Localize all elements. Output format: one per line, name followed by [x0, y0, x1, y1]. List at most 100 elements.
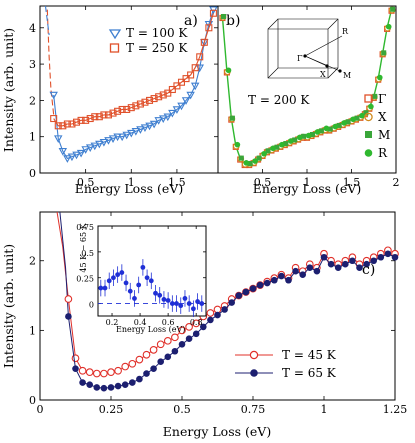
data-point — [113, 133, 122, 142]
data-point — [192, 319, 201, 328]
data-point — [363, 260, 370, 268]
inset-data-point — [182, 296, 188, 301]
y-tick-label: 4 — [29, 22, 36, 35]
inset-data-point — [136, 282, 142, 288]
data-point — [178, 326, 186, 335]
data-point — [372, 93, 378, 99]
data-point — [82, 116, 90, 124]
data-point — [228, 299, 235, 306]
inset-data-point — [127, 288, 133, 294]
y-tick-label: 1 — [29, 324, 36, 337]
data-point — [104, 111, 112, 119]
panel-a-ylabel: Intensity (arb. unit) — [1, 28, 16, 152]
panel-b-frame — [217, 5, 397, 174]
data-point — [72, 151, 81, 160]
data-point — [185, 335, 193, 343]
inset-data-point — [153, 290, 158, 296]
data-point — [225, 67, 232, 74]
data-point — [100, 384, 108, 392]
data-point — [314, 129, 321, 135]
data-point — [318, 128, 324, 134]
panel-c-label: c) — [362, 262, 375, 278]
data-point — [135, 355, 144, 364]
data-point — [256, 155, 262, 161]
data-point — [65, 313, 72, 320]
inset-data-point — [186, 301, 192, 306]
data-point — [350, 116, 356, 123]
data-point — [72, 118, 81, 126]
data-point — [71, 354, 80, 363]
data-point — [146, 96, 154, 104]
inset-data-point — [178, 303, 184, 309]
data-point — [252, 158, 259, 164]
data-point — [200, 38, 208, 46]
legend-marker-x — [364, 112, 373, 122]
x-tick-label: 1 — [304, 176, 311, 189]
data-point — [270, 145, 276, 152]
y-tick-label: 0.75 — [76, 223, 94, 232]
data-point — [64, 295, 73, 303]
x-tick-label: 0.6 — [162, 318, 175, 327]
data-point — [86, 381, 93, 388]
inset-data-point — [195, 299, 200, 304]
data-point — [288, 138, 294, 144]
data-point — [332, 123, 339, 130]
data-point — [117, 133, 127, 142]
data-point — [78, 366, 87, 375]
fit-line-1 — [53, 13, 214, 127]
data-point — [385, 23, 392, 30]
data-point — [292, 267, 299, 275]
data-point — [49, 91, 58, 100]
data-point — [173, 82, 181, 90]
data-point — [243, 160, 250, 166]
data-point — [271, 276, 278, 284]
data-point — [334, 264, 342, 272]
data-point — [285, 276, 292, 284]
data-point — [122, 131, 131, 140]
data-point — [132, 102, 140, 110]
x-tick-label: 0.8 — [190, 318, 203, 327]
data-point — [220, 14, 227, 20]
data-point — [145, 122, 154, 131]
inset-data-point — [111, 275, 116, 281]
data-point — [296, 134, 303, 141]
panel-c-xlabel: Energy Loss (eV) — [163, 424, 271, 439]
data-point — [368, 103, 374, 110]
bz-gamma-m-line — [304, 55, 341, 72]
data-point — [384, 250, 392, 258]
data-point — [283, 141, 289, 147]
data-point — [99, 138, 109, 147]
legend-label-250K: T = 250 K — [126, 41, 188, 55]
data-point — [221, 306, 228, 313]
data-point — [390, 6, 396, 12]
data-point — [191, 64, 199, 72]
legend-marker-r — [364, 149, 373, 157]
data-point — [168, 109, 177, 118]
data-point — [182, 75, 190, 83]
inset-data-point — [115, 272, 121, 278]
data-point — [81, 146, 90, 154]
data-point — [214, 311, 221, 319]
data-point — [95, 113, 103, 121]
data-point — [143, 370, 150, 377]
data-point — [354, 115, 360, 121]
data-point — [261, 150, 267, 157]
data-point — [209, 9, 217, 17]
panel-c-ylabel: Intensity (arb. unit) — [1, 244, 16, 368]
data-point — [85, 144, 95, 153]
data-point — [100, 111, 108, 119]
data-point — [90, 142, 100, 151]
data-point — [121, 381, 129, 388]
data-point — [363, 110, 369, 116]
panel-a-xlabel: Energy Loss (eV) — [75, 181, 183, 196]
data-point — [127, 104, 135, 112]
data-point — [381, 50, 387, 56]
inset-data-point — [102, 285, 108, 291]
data-point — [349, 257, 356, 265]
data-point — [79, 379, 86, 386]
data-point — [67, 153, 77, 162]
data-point — [85, 368, 94, 376]
bz-edges — [267, 18, 339, 79]
panel-b-annotation: T = 200 K — [248, 93, 310, 107]
